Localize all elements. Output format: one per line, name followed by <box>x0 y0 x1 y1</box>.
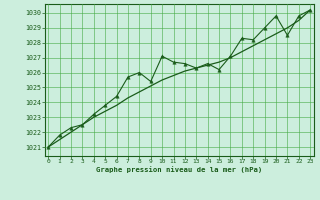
X-axis label: Graphe pression niveau de la mer (hPa): Graphe pression niveau de la mer (hPa) <box>96 167 262 173</box>
